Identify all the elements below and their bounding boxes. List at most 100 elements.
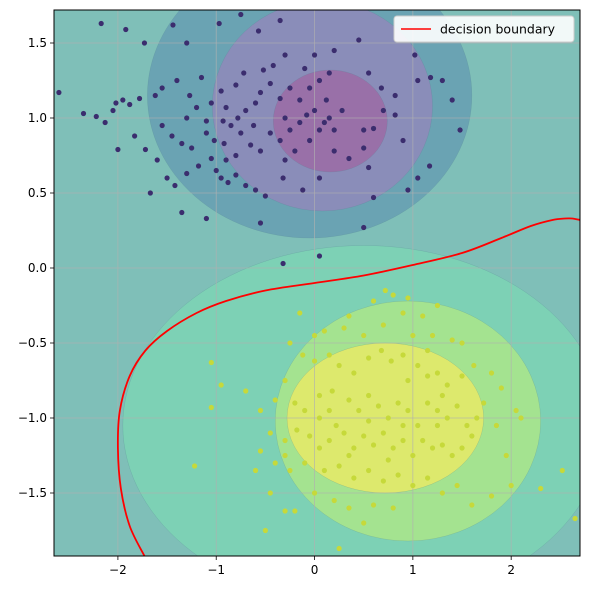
point-upper — [427, 74, 434, 81]
point-upper — [136, 95, 143, 102]
point-upper — [132, 133, 138, 139]
point-lower — [425, 400, 431, 406]
point-lower — [346, 505, 352, 511]
point-upper — [216, 20, 222, 27]
point-upper — [304, 112, 310, 118]
point-upper — [252, 100, 259, 106]
point-upper — [361, 145, 367, 151]
point-upper — [287, 127, 293, 133]
point-upper — [195, 163, 202, 169]
point-upper — [415, 175, 421, 181]
point-lower — [208, 359, 214, 366]
point-lower — [361, 433, 367, 439]
legend-label-decision-boundary: decision boundary — [440, 22, 556, 37]
point-lower — [388, 358, 394, 364]
point-lower — [469, 502, 475, 508]
point-upper — [356, 37, 362, 43]
point-lower — [390, 292, 396, 298]
point-lower — [370, 298, 377, 304]
point-lower — [351, 475, 357, 481]
point-lower — [262, 527, 268, 534]
point-upper — [302, 65, 308, 72]
point-upper — [174, 77, 180, 84]
point-lower — [444, 382, 450, 388]
point-lower — [474, 415, 480, 421]
point-lower — [366, 355, 372, 361]
point-lower — [464, 422, 470, 429]
point-lower — [257, 448, 264, 454]
point-upper — [228, 122, 234, 129]
x-tick-label: 0 — [311, 563, 319, 577]
point-lower — [326, 352, 332, 358]
y-tick-label: 0.5 — [28, 186, 47, 200]
point-lower — [267, 490, 273, 496]
point-lower — [272, 397, 278, 403]
point-lower — [459, 445, 465, 451]
point-lower — [439, 392, 445, 399]
point-upper — [307, 137, 313, 144]
point-lower — [488, 493, 495, 499]
point-upper — [189, 145, 195, 151]
point-upper — [225, 179, 231, 186]
point-lower — [380, 430, 386, 436]
point-upper — [235, 115, 241, 121]
point-upper — [297, 119, 303, 126]
point-upper — [170, 22, 176, 28]
point-lower — [572, 515, 578, 522]
point-upper — [238, 11, 244, 18]
point-lower — [488, 370, 495, 376]
point-lower — [429, 445, 436, 451]
point-upper — [316, 127, 323, 133]
point-upper — [292, 148, 298, 154]
point-upper — [102, 119, 108, 126]
point-upper — [203, 118, 209, 124]
point-upper — [412, 52, 418, 58]
point-upper — [233, 82, 239, 88]
point-upper — [457, 127, 463, 133]
point-upper — [208, 100, 214, 106]
point-upper — [346, 155, 352, 162]
point-lower — [311, 490, 318, 496]
point-lower — [331, 497, 337, 504]
point-lower — [420, 437, 426, 444]
point-upper — [316, 253, 323, 259]
point-upper — [159, 122, 165, 129]
point-upper — [321, 119, 327, 126]
point-upper — [260, 67, 267, 73]
point-lower — [385, 415, 391, 421]
point-lower — [400, 422, 406, 429]
point-upper — [277, 95, 283, 102]
point-upper — [211, 137, 217, 144]
point-lower — [425, 347, 431, 354]
point-lower — [257, 407, 264, 414]
point-upper — [241, 70, 247, 76]
point-lower — [336, 463, 342, 469]
point-lower — [191, 463, 198, 469]
point-upper — [282, 157, 288, 163]
legend[interactable]: decision boundary — [393, 15, 575, 43]
point-upper — [257, 220, 264, 226]
point-upper — [366, 164, 372, 171]
point-upper — [213, 167, 219, 174]
point-lower — [498, 385, 504, 391]
point-lower — [341, 430, 347, 436]
point-upper — [277, 137, 283, 144]
point-lower — [425, 373, 431, 379]
point-lower — [282, 437, 288, 444]
legend-box — [393, 15, 575, 43]
point-lower — [282, 508, 288, 514]
axes: −2 −1 0 1 2 −1.5 −1.0 −0.5 0.0 0.5 1.0 1.5 — [18, 36, 515, 577]
point-upper — [218, 175, 224, 181]
point-upper — [316, 175, 323, 181]
point-upper — [255, 28, 262, 34]
point-lower — [454, 403, 460, 409]
point-upper — [277, 17, 283, 24]
point-upper — [184, 40, 190, 46]
point-upper — [141, 40, 148, 46]
point-upper — [378, 85, 384, 91]
point-upper — [287, 85, 293, 91]
point-lower — [429, 332, 436, 339]
point-lower — [370, 442, 377, 448]
point-upper — [326, 115, 332, 121]
point-lower — [292, 508, 298, 514]
